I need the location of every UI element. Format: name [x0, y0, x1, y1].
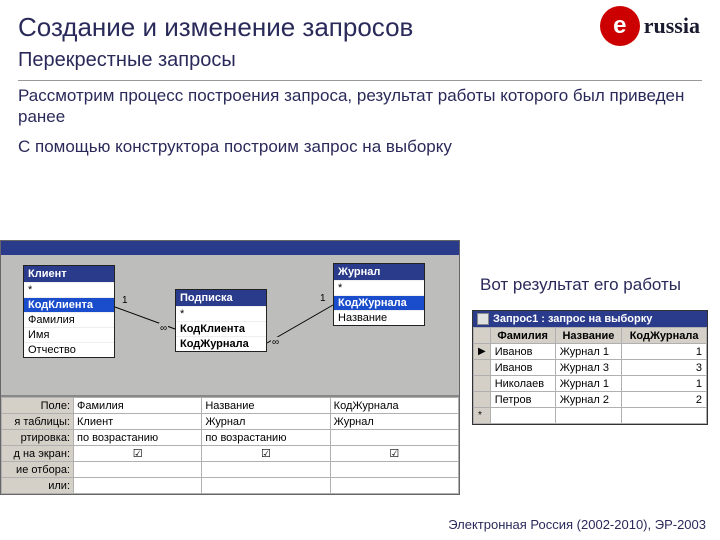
grid-cell[interactable] — [330, 462, 458, 478]
grid-cell[interactable]: по возрастанию — [74, 430, 202, 446]
table-zhurnal-title: Журнал — [334, 264, 424, 280]
query-designer: Клиент * КодКлиента Фамилия Имя Отчество… — [0, 240, 460, 495]
grid-label: ие отбора: — [2, 462, 74, 478]
grid-label: или: — [2, 478, 74, 494]
grid-row-show: д на экран: ☑ ☑ ☑ — [2, 446, 459, 462]
result-window: Запрос1 : запрос на выборку Фамилия Назв… — [472, 310, 708, 425]
result-col-header[interactable]: Название — [555, 328, 621, 344]
row-selector[interactable]: ▶ — [474, 344, 491, 360]
grid-row-or: или: — [2, 478, 459, 494]
grid-cell[interactable]: Клиент — [74, 414, 202, 430]
grid-label: Поле: — [2, 398, 74, 414]
row-selector[interactable] — [474, 360, 491, 376]
grid-cell[interactable]: Журнал — [202, 414, 330, 430]
page-subtitle: Перекрестные запросы — [18, 49, 702, 72]
table-klient-field[interactable]: Имя — [24, 327, 114, 342]
grid-cell[interactable] — [330, 478, 458, 494]
grid-cell[interactable] — [74, 462, 202, 478]
result-title: Запрос1 : запрос на выборку — [493, 313, 652, 325]
grid-show-checkbox[interactable]: ☑ — [74, 446, 202, 462]
grid-label: ртировка: — [2, 430, 74, 446]
footer-text: Электронная Россия (2002-2010), ЭР-2003 — [448, 517, 706, 532]
result-row: Петров Журнал 2 2 — [474, 392, 707, 408]
result-cell[interactable] — [490, 408, 555, 424]
table-podpiska-field[interactable]: КодКлиента — [176, 321, 266, 336]
table-klient-field[interactable]: Фамилия — [24, 312, 114, 327]
grid-label: д на экран: — [2, 446, 74, 462]
grid-cell[interactable] — [202, 478, 330, 494]
table-zhurnal-field[interactable]: КодЖурнала — [334, 295, 424, 310]
result-row: ▶ Иванов Журнал 1 1 — [474, 344, 707, 360]
result-caption: Вот результат его работы — [480, 275, 681, 295]
result-cell[interactable] — [622, 408, 707, 424]
result-col-header[interactable]: Фамилия — [490, 328, 555, 344]
paragraph-2: С помощью конструктора построим запрос н… — [18, 136, 702, 157]
result-corner — [474, 328, 491, 344]
relation-many: ∞ — [159, 323, 168, 334]
table-klient[interactable]: Клиент * КодКлиента Фамилия Имя Отчество — [23, 265, 115, 358]
divider — [18, 80, 702, 81]
logo-text: russia — [644, 13, 700, 39]
result-cell[interactable]: Журнал 1 — [555, 344, 621, 360]
grid-cell[interactable]: Название — [202, 398, 330, 414]
result-cell[interactable]: 1 — [622, 344, 707, 360]
result-row: Николаев Журнал 1 1 — [474, 376, 707, 392]
grid-cell[interactable]: Журнал — [330, 414, 458, 430]
table-zhurnal-field[interactable]: * — [334, 280, 424, 295]
result-row-new: * — [474, 408, 707, 424]
grid-row-sort: ртировка: по возрастанию по возрастанию — [2, 430, 459, 446]
logo-badge: e — [600, 6, 640, 46]
grid-label: я таблицы: — [2, 414, 74, 430]
result-cell[interactable]: Иванов — [490, 360, 555, 376]
grid-row-table: я таблицы: Клиент Журнал Журнал — [2, 414, 459, 430]
grid-show-checkbox[interactable]: ☑ — [202, 446, 330, 462]
grid-cell[interactable]: по возрастанию — [202, 430, 330, 446]
grid-cell[interactable] — [202, 462, 330, 478]
result-cell[interactable]: 1 — [622, 376, 707, 392]
result-titlebar[interactable]: Запрос1 : запрос на выборку — [473, 311, 707, 327]
result-row: Иванов Журнал 3 3 — [474, 360, 707, 376]
relation-many: ∞ — [271, 337, 280, 348]
grid-cell[interactable]: Фамилия — [74, 398, 202, 414]
table-klient-field[interactable]: * — [24, 282, 114, 297]
row-selector[interactable] — [474, 376, 491, 392]
grid-cell[interactable] — [74, 478, 202, 494]
result-col-header[interactable]: КодЖурнала — [622, 328, 707, 344]
table-podpiska[interactable]: Подписка * КодКлиента КодЖурнала — [175, 289, 267, 352]
logo: e russia — [600, 6, 700, 46]
table-zhurnal[interactable]: Журнал * КодЖурнала Название — [333, 263, 425, 326]
grid-cell[interactable]: КодЖурнала — [330, 398, 458, 414]
grid-show-checkbox[interactable]: ☑ — [330, 446, 458, 462]
result-cell[interactable]: Петров — [490, 392, 555, 408]
table-podpiska-title: Подписка — [176, 290, 266, 306]
table-podpiska-field[interactable]: КодЖурнала — [176, 336, 266, 351]
datasheet-icon — [477, 313, 489, 325]
result-cell[interactable]: Николаев — [490, 376, 555, 392]
row-selector[interactable] — [474, 392, 491, 408]
result-cell[interactable]: Журнал 1 — [555, 376, 621, 392]
paragraph-1: Рассмотрим процесс построения запроса, р… — [18, 85, 702, 128]
table-zhurnal-field[interactable]: Название — [334, 310, 424, 325]
table-klient-field[interactable]: Отчество — [24, 342, 114, 357]
table-klient-title: Клиент — [24, 266, 114, 282]
grid-cell[interactable] — [330, 430, 458, 446]
result-cell[interactable]: 3 — [622, 360, 707, 376]
relationship-area[interactable]: Клиент * КодКлиента Фамилия Имя Отчество… — [1, 255, 459, 395]
result-cell[interactable]: Иванов — [490, 344, 555, 360]
relation-one: 1 — [319, 293, 327, 304]
result-table[interactable]: Фамилия Название КодЖурнала ▶ Иванов Жур… — [473, 327, 707, 424]
relation-one: 1 — [121, 295, 129, 306]
design-grid[interactable]: Поле: Фамилия Название КодЖурнала я табл… — [1, 395, 459, 494]
grid-row-field: Поле: Фамилия Название КодЖурнала — [2, 398, 459, 414]
result-cell[interactable] — [555, 408, 621, 424]
result-cell[interactable]: Журнал 3 — [555, 360, 621, 376]
result-cell[interactable]: Журнал 2 — [555, 392, 621, 408]
table-klient-field[interactable]: КодКлиента — [24, 297, 114, 312]
row-selector-new[interactable]: * — [474, 408, 491, 424]
result-cell[interactable]: 2 — [622, 392, 707, 408]
designer-titlebar — [1, 241, 459, 255]
grid-row-criteria: ие отбора: — [2, 462, 459, 478]
table-podpiska-field[interactable]: * — [176, 306, 266, 321]
